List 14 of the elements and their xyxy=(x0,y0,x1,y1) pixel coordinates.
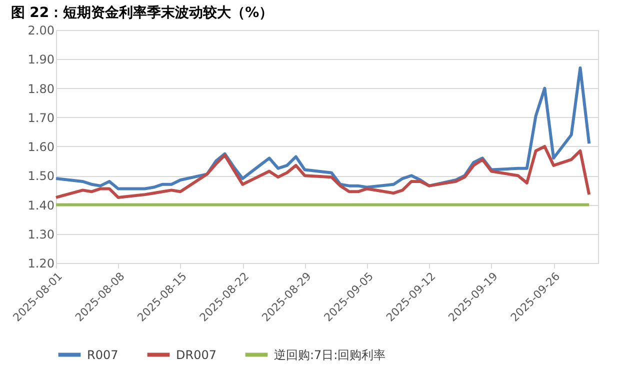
legend-label: DR007 xyxy=(176,348,216,362)
legend-label: R007 xyxy=(87,348,118,362)
legend-label: 逆回购:7日:回购利率 xyxy=(274,348,386,362)
y-tick-label: 1.20 xyxy=(28,256,54,270)
y-tick-label: 2.00 xyxy=(28,24,54,38)
y-tick-label: 1.30 xyxy=(28,227,54,242)
y-tick-label: 1.50 xyxy=(28,169,54,184)
y-tick-label: 1.90 xyxy=(28,52,54,67)
y-tick-label: 1.40 xyxy=(28,198,54,212)
line-series xyxy=(54,145,591,199)
y-tick-label: 1.60 xyxy=(28,140,54,154)
y-tick-label: 1.70 xyxy=(28,110,54,125)
y-tick-label: 1.80 xyxy=(28,82,54,96)
chart-title: 图 22：短期资金利率季末波动较大（%） xyxy=(10,4,274,21)
